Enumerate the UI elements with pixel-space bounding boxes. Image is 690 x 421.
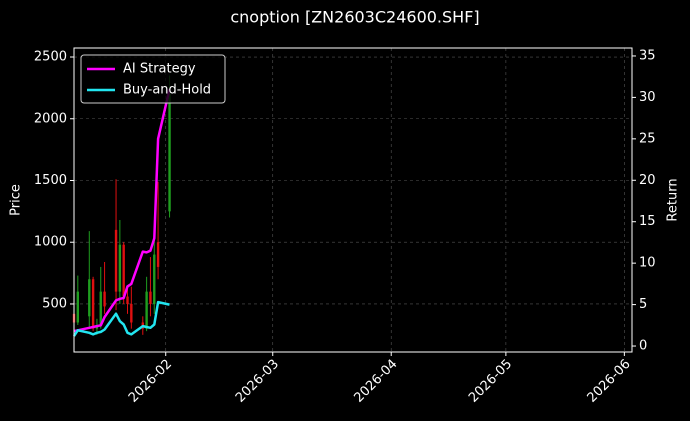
y2-axis-label: Return — [666, 178, 681, 221]
line-series — [72, 300, 170, 337]
legend-box — [80, 54, 226, 104]
y2-tick-label: 15 — [639, 214, 656, 229]
candle-body — [114, 229, 118, 292]
candle-body — [88, 279, 91, 317]
candle-body — [168, 94, 171, 212]
line-series — [73, 88, 171, 333]
y2-tick-label: 35 — [639, 48, 656, 63]
candle-body — [149, 291, 152, 304]
y-tick-label: 1500 — [34, 173, 67, 188]
chart-title: cnoption [ZN2603C24600.SHF] — [230, 8, 479, 27]
candle-body — [76, 291, 80, 323]
candle-body — [99, 291, 102, 325]
y2-tick-label: 0 — [639, 339, 647, 354]
candle-body — [145, 291, 148, 329]
y-tick-label: 1000 — [34, 235, 67, 250]
candle-body — [126, 296, 129, 304]
candle-body — [153, 254, 156, 304]
candle-body — [156, 242, 160, 267]
y2-tick-label: 10 — [639, 256, 656, 271]
y2-tick-label: 5 — [639, 297, 647, 312]
legend-label: Buy-and-Hold — [123, 83, 211, 98]
candle-body — [103, 291, 106, 307]
y2-tick-label: 20 — [639, 173, 656, 188]
candle-body — [122, 244, 125, 297]
y-tick-label: 2000 — [34, 111, 67, 126]
candle-body — [118, 244, 122, 292]
y-axis-label: Price — [9, 184, 24, 216]
candle-body — [91, 279, 95, 329]
y-tick-label: 500 — [42, 296, 67, 311]
y-tick-label: 2500 — [34, 50, 67, 65]
candle-body — [130, 303, 133, 323]
plot-frame — [73, 47, 633, 353]
y2-tick-label: 30 — [639, 90, 656, 105]
y2-tick-label: 25 — [639, 131, 656, 146]
legend-label: AI Strategy — [123, 62, 196, 77]
